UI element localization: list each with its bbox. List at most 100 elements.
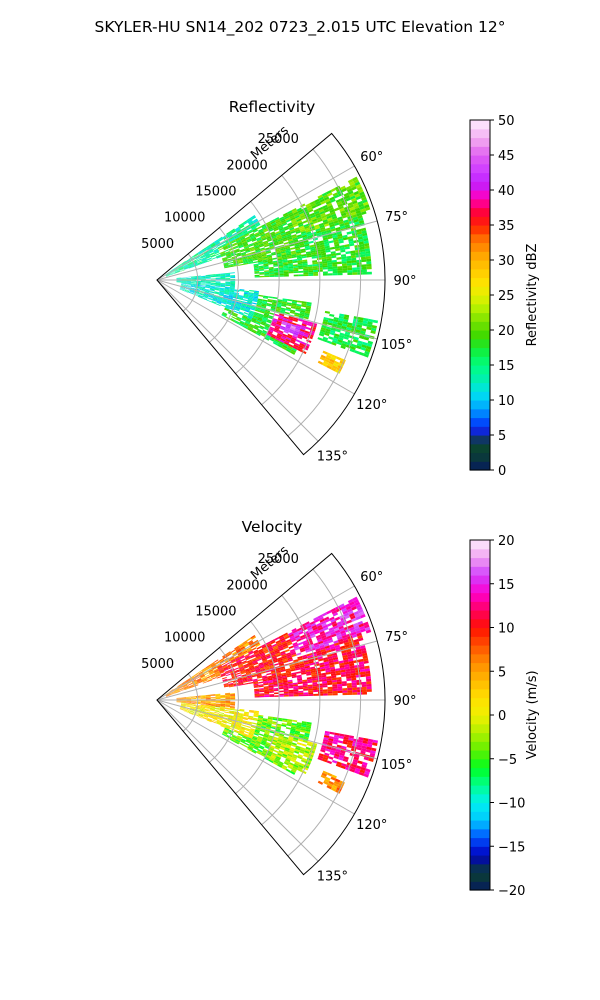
echo-cell [281,653,287,658]
echo-cell [277,739,283,743]
echo-cell [274,231,281,235]
echo-cell [351,682,357,686]
echo-cell [327,264,333,268]
echo-cell [231,675,237,679]
echo-cell [198,671,204,675]
echo-cell [261,751,267,755]
echo-cell [337,740,344,744]
echo-cell [229,292,235,295]
echo-cell [222,664,228,668]
echo-cell [298,692,304,695]
echo-cell [200,702,206,704]
echo-cell [267,261,273,264]
echo-cell [240,739,246,743]
range-tick-label: 20000 [226,578,267,593]
echo-cell [185,258,191,262]
echo-cell [357,233,363,238]
echo-cell [200,700,206,702]
echo-cell [254,651,260,656]
echo-cell [331,679,337,683]
echo-cell [266,721,273,724]
echo-cell [330,253,337,257]
echo-cell [331,215,338,220]
echo-cell [223,235,228,240]
echo-cell [216,255,222,258]
echo-cell [223,683,229,686]
echo-cell [217,245,223,249]
echo-cell [194,288,200,291]
echo-cell [342,270,348,273]
echo-cell [224,726,230,730]
echo-cell [363,317,369,322]
echo-cell [241,239,247,243]
echo-cell [271,725,277,728]
echo-cell [230,694,236,696]
echo-cell [338,240,344,244]
echo-cell [303,753,309,758]
echo-cell [252,736,258,740]
echo-cell [240,238,246,242]
echo-cell [271,235,277,239]
echo-cell [256,658,262,662]
echo-cell [300,230,307,235]
echo-cell [278,685,284,688]
echo-cell [323,626,329,631]
echo-cell [282,298,288,301]
echo-cell [218,716,223,719]
echo-cell [202,669,208,673]
echo-cell [318,642,324,647]
echo-cell [281,722,287,726]
echo-cell [268,227,274,231]
echo-cell [297,629,303,634]
echo-cell [277,719,283,722]
echo-cell [283,645,289,650]
echo-cell [230,693,235,695]
echo-cell [369,752,376,757]
echo-cell [165,693,171,696]
echo-cell [200,695,206,697]
echo-cell [354,181,361,187]
echo-cell [306,757,313,762]
echo-cell [237,735,242,739]
echo-cell [327,637,333,642]
echo-cell [326,260,333,264]
echo-cell [340,765,346,770]
echo-cell [283,268,289,271]
echo-cell [332,273,338,276]
echo-cell [281,334,287,339]
echo-cell [243,262,249,265]
echo-cell [204,709,210,711]
echo-cell [249,710,255,712]
echo-cell [322,680,328,684]
echo-cell [236,317,242,321]
echo-cell [261,304,267,307]
echo-cell [283,263,289,266]
echo-cell [269,271,275,273]
echo-cell [317,638,323,643]
echo-cell [240,305,246,308]
echo-cell [261,643,267,648]
echo-cell [356,648,362,653]
echo-cell [354,613,361,618]
echo-cell [248,716,254,719]
echo-cell [206,246,212,250]
echo-cell [335,672,341,676]
echo-cell [223,666,229,670]
echo-cell [257,676,263,679]
echo-cell [234,236,240,240]
echo-cell [253,745,259,749]
echo-cell [220,701,226,703]
echo-cell [228,731,234,735]
echo-cell [222,245,228,249]
echo-cell [294,227,300,231]
echo-cell [228,263,234,266]
echo-cell [291,755,298,760]
echo-cell [191,696,196,698]
echo-cell [311,322,318,326]
echo-cell [266,320,272,324]
echo-cell [195,704,201,706]
echo-cell [242,661,248,665]
echo-cell [265,670,271,673]
echo-cell [193,684,199,687]
echo-cell [232,258,238,261]
